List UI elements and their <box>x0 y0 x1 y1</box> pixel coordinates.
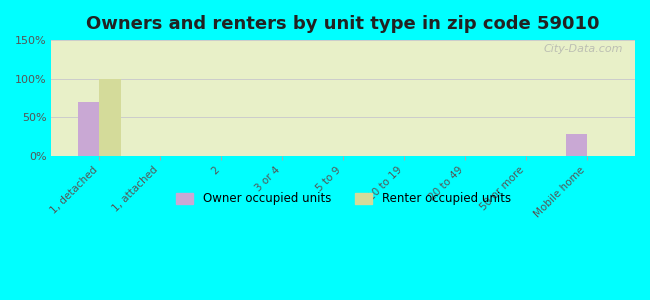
Title: Owners and renters by unit type in zip code 59010: Owners and renters by unit type in zip c… <box>86 15 600 33</box>
Bar <box>78 102 99 156</box>
Bar <box>566 134 587 156</box>
Text: City-Data.com: City-Data.com <box>544 44 623 54</box>
Legend: Owner occupied units, Renter occupied units: Owner occupied units, Renter occupied un… <box>171 188 515 210</box>
Bar <box>99 79 121 156</box>
